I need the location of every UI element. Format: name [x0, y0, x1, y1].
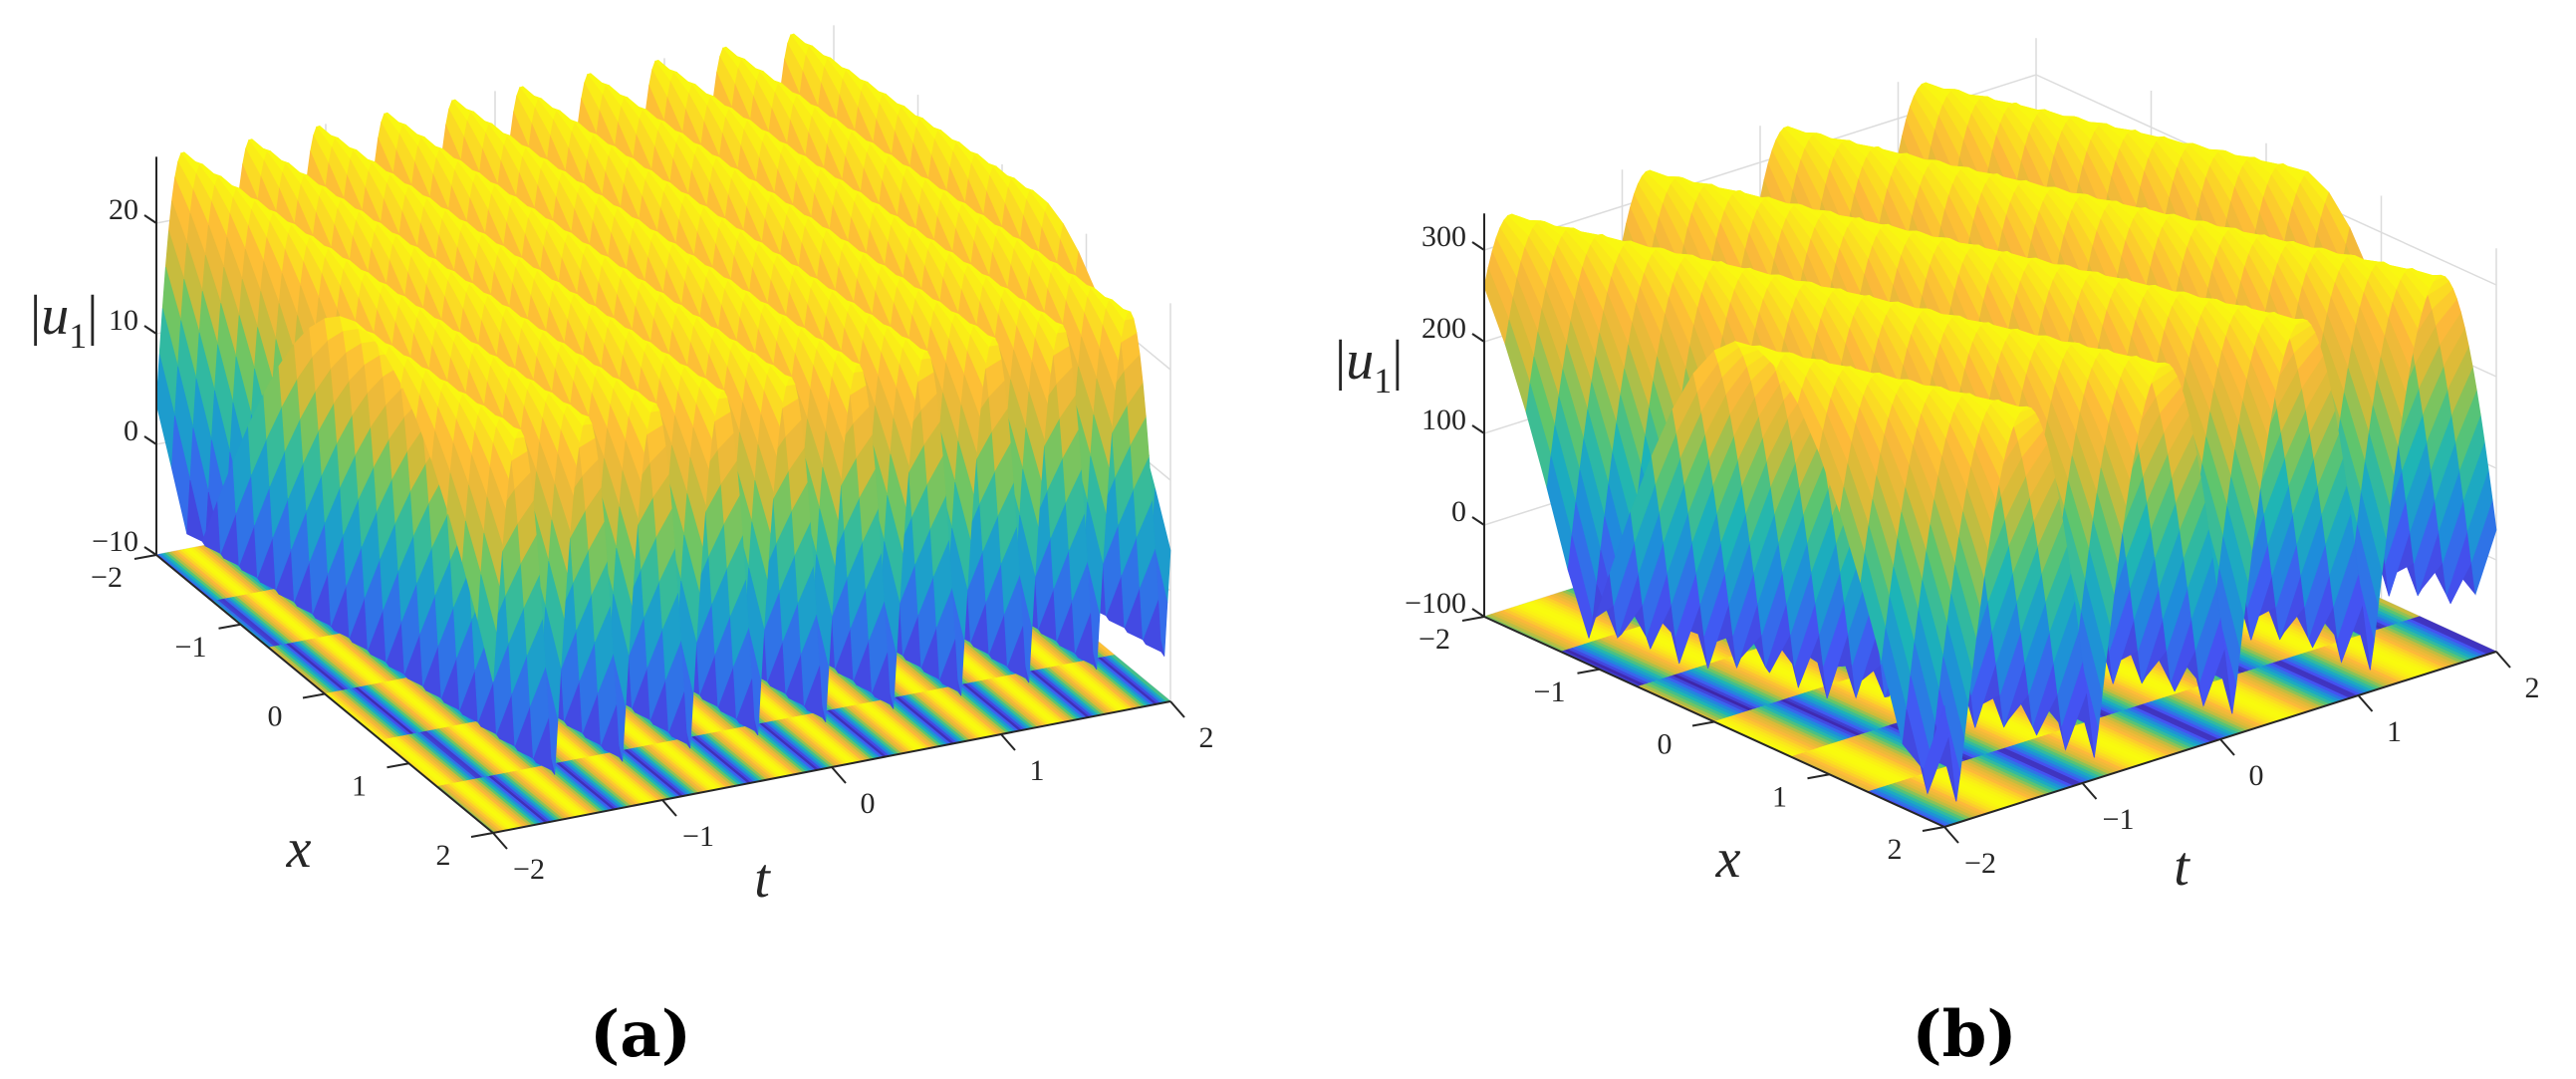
- surface: [155, 33, 1171, 775]
